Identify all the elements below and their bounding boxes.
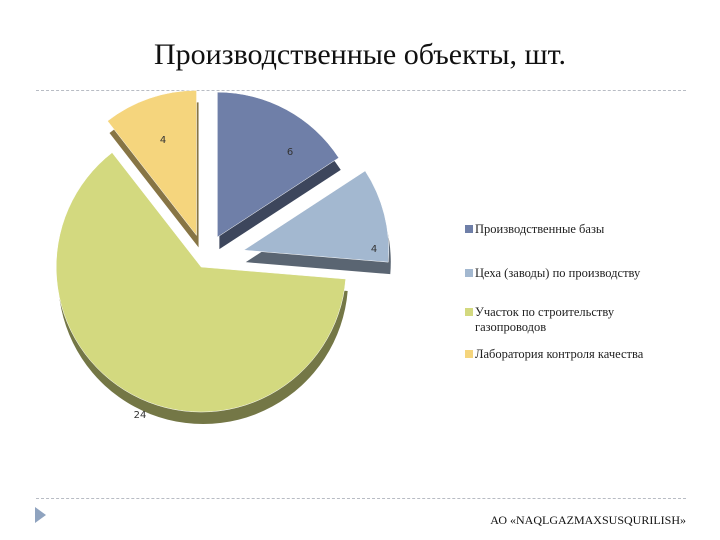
- legend-item-quality-lab: Лаборатория контроля качества: [465, 347, 685, 362]
- data-label: 6: [287, 147, 293, 158]
- bottom-divider: [36, 498, 686, 499]
- pie-slices-layer: [55, 90, 390, 413]
- legend-label: Цеха (заводы) по производству: [475, 266, 641, 280]
- top-divider: [36, 90, 686, 91]
- legend-swatch: [465, 308, 473, 316]
- slice-workshops: [243, 170, 390, 263]
- footer-company: АО «NAQLGAZMAXSUSQURILISH»: [490, 513, 686, 527]
- slice-pipeline-section: [55, 152, 346, 413]
- slice-production-bases: [217, 91, 340, 238]
- page-title: Производственные объекты, шт.: [154, 38, 566, 71]
- legend-label: Лаборатория контроля качества: [475, 347, 644, 361]
- legend-swatch: [465, 225, 473, 233]
- legend-item-workshops: Цеха (заводы) по производству: [465, 266, 685, 281]
- legend-label: Производственные базы: [475, 222, 605, 236]
- legend-item-pipeline-section: Участок по строительству газопроводов: [465, 305, 685, 335]
- data-label: 4: [160, 135, 166, 146]
- data-label: 24: [134, 410, 147, 421]
- legend-label: Участок по строительству газопроводов: [475, 305, 615, 334]
- chart-legend: Производственные базы Цеха (заводы) по п…: [465, 222, 685, 362]
- pie-labels-layer: 6 4 24 4: [134, 135, 378, 421]
- legend-swatch: [465, 350, 473, 358]
- play-arrow-icon: [35, 507, 46, 523]
- data-label: 4: [371, 244, 377, 255]
- legend-swatch: [465, 269, 473, 277]
- legend-item-production-bases: Производственные базы: [465, 222, 685, 237]
- slice-quality-lab: [107, 90, 197, 237]
